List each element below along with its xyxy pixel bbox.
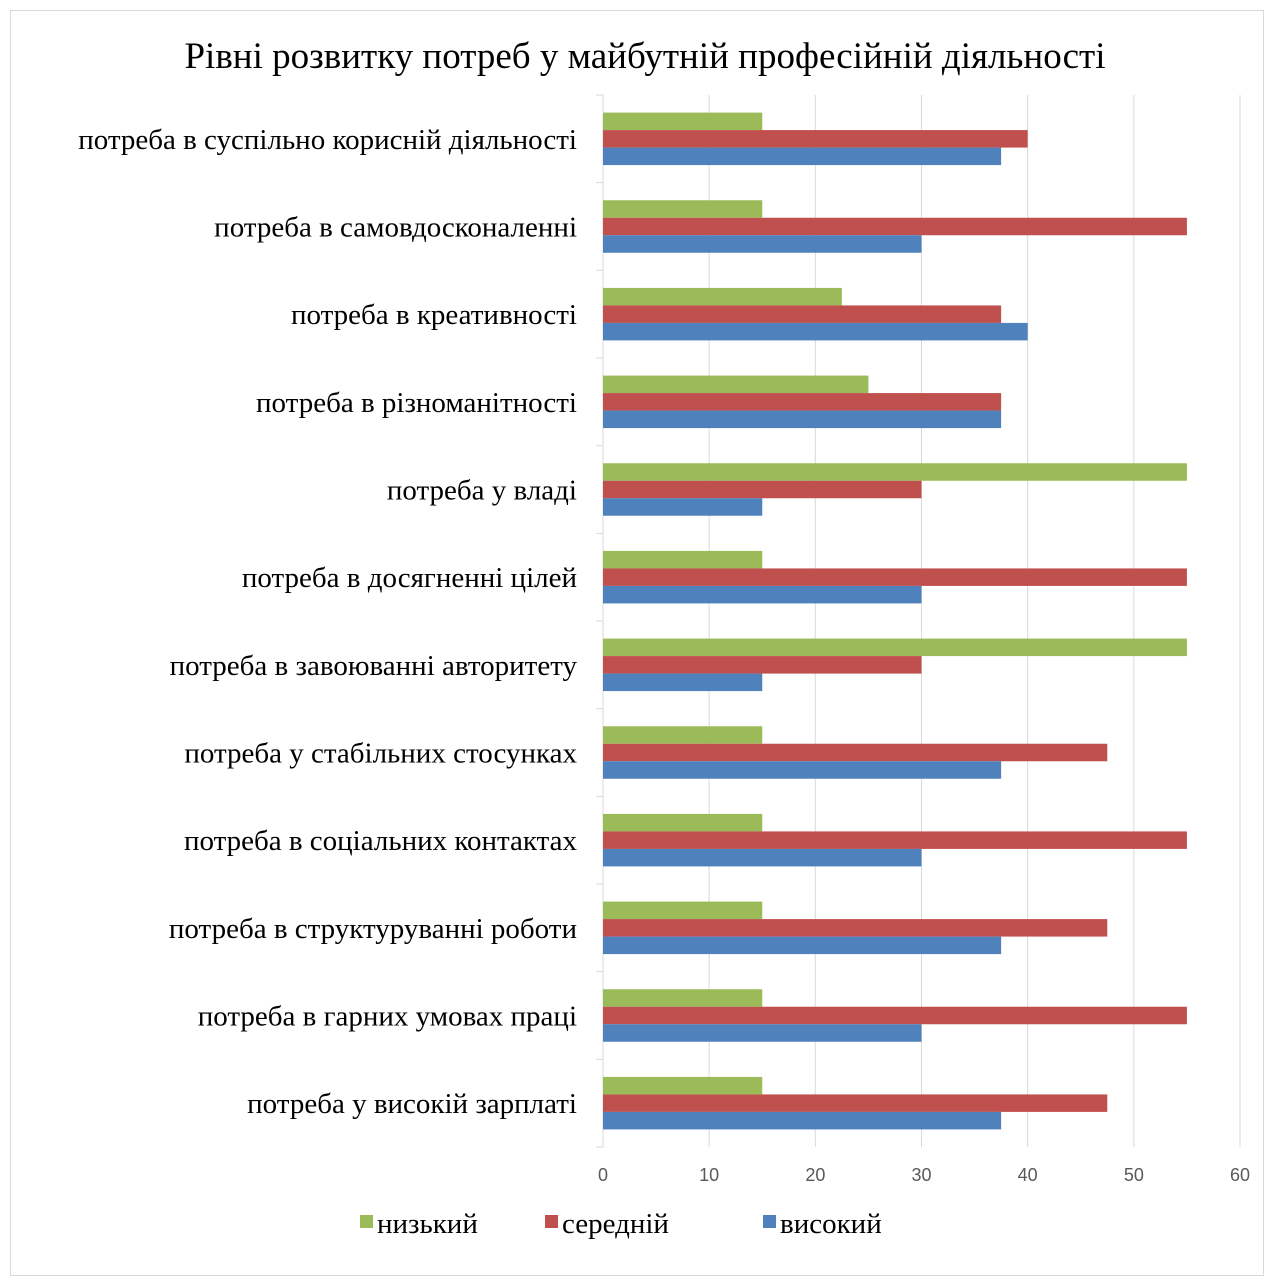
bar-високий xyxy=(603,761,1002,779)
category-label: потреба в різноманітності xyxy=(256,387,577,419)
bar-середній xyxy=(603,305,1002,323)
bar-високий xyxy=(603,322,1028,341)
bar-низький xyxy=(603,463,1187,481)
category-label: потреба у стабільних стосунках xyxy=(184,738,577,770)
bar-високий xyxy=(603,147,1002,166)
legend-label: низький xyxy=(377,1208,478,1240)
bar-середній xyxy=(603,919,1108,937)
bar-середній xyxy=(603,217,1187,236)
bar-високий xyxy=(603,848,922,867)
x-tick-label: 40 xyxy=(1018,1165,1038,1185)
bar-високий xyxy=(603,1111,1002,1130)
bar-середній xyxy=(603,130,1028,148)
legend-label: середній xyxy=(562,1208,669,1240)
bars xyxy=(603,112,1187,1130)
bar-середній xyxy=(603,480,922,499)
bar-низький xyxy=(603,726,763,744)
category-label: потреба в суспільно корисній діяльності xyxy=(78,124,577,156)
chart-title: Рівні розвитку потреб у майбутній профес… xyxy=(184,36,1105,77)
category-label: потреба в самовдосконаленні xyxy=(214,212,577,244)
category-label: потреба в досягненні цілей xyxy=(242,562,577,594)
bar-середній xyxy=(603,743,1108,762)
bar-низький xyxy=(603,550,763,569)
bar-високий xyxy=(603,235,922,253)
bar-низький xyxy=(603,813,763,832)
category-label: потреба в завоюванні авторитету xyxy=(170,650,578,682)
axes xyxy=(596,94,604,1148)
bar-низький xyxy=(603,638,1187,657)
category-label: потреба в креативності xyxy=(291,299,577,331)
category-label: потреба в структуруванні роботи xyxy=(169,913,577,945)
category-label: потреба в соціальних контактах xyxy=(184,825,578,857)
x-tick-label: 60 xyxy=(1230,1165,1250,1185)
bar-низький xyxy=(603,1076,763,1095)
bar-середній xyxy=(603,831,1187,849)
chart-frame: Рівні розвитку потреб у майбутній профес… xyxy=(10,10,1264,1276)
category-labels: потреба в суспільно корисній діяльності п… xyxy=(78,124,577,1120)
category-label: потреба в гарних умовах праці xyxy=(198,1001,577,1033)
x-tick-label: 0 xyxy=(598,1165,608,1185)
legend-label: високий xyxy=(780,1208,882,1240)
bar-середній xyxy=(603,656,922,674)
bar-високий xyxy=(603,673,763,692)
legend[interactable]: низький середній високий xyxy=(360,1208,882,1240)
bar-низький xyxy=(603,989,763,1007)
bar-високий xyxy=(603,936,1002,955)
bar-високий xyxy=(603,410,1002,429)
bar-низький xyxy=(603,200,763,218)
bar-низький xyxy=(603,901,763,920)
bar-низький xyxy=(603,112,763,131)
bar-високий xyxy=(603,1024,922,1042)
bar-середній xyxy=(603,1094,1108,1112)
x-tick-label: 30 xyxy=(911,1165,931,1185)
bar-chart: Рівні розвитку потреб у майбутній профес… xyxy=(78,36,1250,1240)
legend-swatch xyxy=(545,1215,558,1228)
x-tick-label: 50 xyxy=(1124,1165,1144,1185)
x-tick-label: 10 xyxy=(699,1165,719,1185)
legend-swatch xyxy=(360,1215,373,1228)
legend-swatch xyxy=(763,1215,776,1228)
category-label: потреба у владі xyxy=(387,475,577,507)
category-label: потреба у високій зарплаті xyxy=(247,1088,577,1120)
bar-високий xyxy=(603,585,922,604)
bar-низький xyxy=(603,375,869,394)
bar-середній xyxy=(603,1006,1187,1025)
bar-середній xyxy=(603,568,1187,586)
gridlines xyxy=(708,95,1241,1147)
bar-середній xyxy=(603,393,1002,411)
x-tick-labels: 0 10 20 30 40 50 60 xyxy=(598,1165,1250,1185)
bar-низький xyxy=(603,287,842,306)
bar-високий xyxy=(603,498,763,516)
x-tick-label: 20 xyxy=(805,1165,825,1185)
